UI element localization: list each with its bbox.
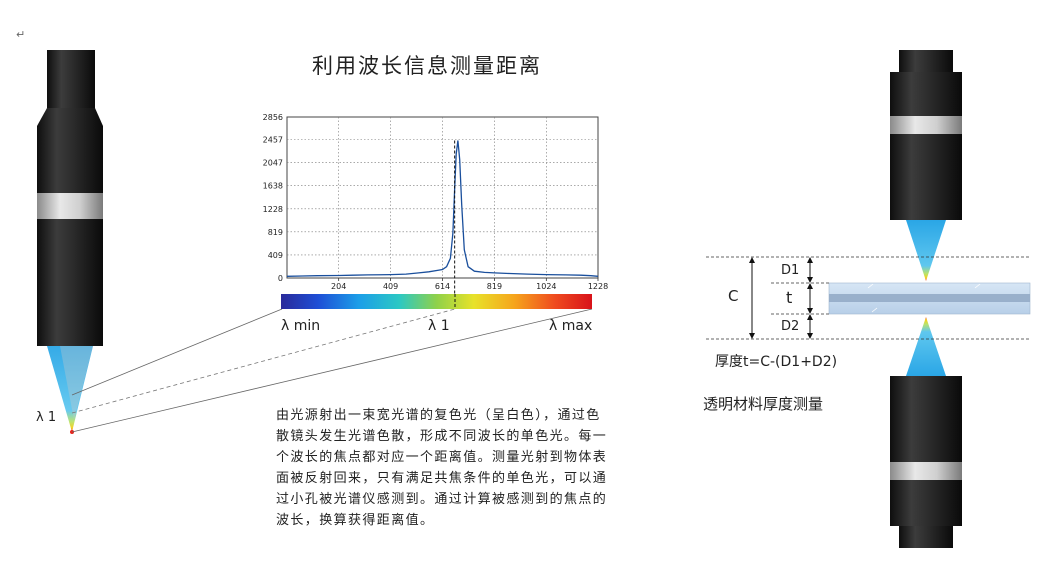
c-label: C bbox=[728, 287, 739, 305]
bottom-probe-stem bbox=[899, 526, 953, 548]
d2-arrow-head-bottom bbox=[807, 333, 813, 339]
left-probe-shoulder bbox=[37, 108, 103, 126]
spectrum-line bbox=[286, 140, 599, 277]
bottom-probe-light-cone bbox=[906, 317, 946, 376]
chart-x-tick-label: 1024 bbox=[536, 282, 556, 291]
description-line: 散镜头发生光谱色散，形成不同波长的单色光。每一 bbox=[276, 429, 608, 444]
glass-glare-1 bbox=[867, 283, 874, 289]
left-probe bbox=[37, 50, 103, 434]
t-arrow-head-bottom bbox=[807, 308, 813, 314]
spectrum-chart: 2856 2457 2047 1638 1228 819 409 0 204 409 614 819… bbox=[263, 113, 608, 294]
description-line: 个波长的焦点都对应一个距离值。测量光射到物体表 bbox=[276, 450, 608, 465]
connector-line-min bbox=[71, 308, 283, 396]
top-probe-silver-band bbox=[890, 116, 962, 134]
chart-x-tick-label: 819 bbox=[487, 282, 502, 291]
glass-glare-2 bbox=[974, 283, 981, 289]
chart-y-tick-label: 0 bbox=[278, 274, 283, 283]
t-arrow-head-top bbox=[807, 283, 813, 289]
chart-y-tick-label: 1228 bbox=[263, 205, 283, 214]
d2-arrow-head-top bbox=[807, 314, 813, 320]
left-probe-cone-shade bbox=[60, 346, 93, 420]
chart-y-tick-label: 409 bbox=[268, 251, 283, 260]
c-arrow-head-bottom bbox=[749, 333, 755, 339]
dimension-arrows bbox=[749, 257, 813, 339]
top-probe-stem bbox=[899, 50, 953, 72]
chart-y-tick-label: 1638 bbox=[263, 182, 283, 191]
connector-lines bbox=[71, 308, 593, 433]
page-title: 利用波长信息测量距离 bbox=[312, 54, 542, 78]
d1-arrow-head-top bbox=[807, 257, 813, 263]
top-probe bbox=[890, 50, 962, 281]
glass-core-band bbox=[829, 294, 1030, 302]
left-probe-body bbox=[37, 126, 103, 346]
glass-sample bbox=[828, 282, 1031, 315]
thickness-caption: 透明材料厚度测量 bbox=[703, 395, 824, 413]
connector-line-mid bbox=[71, 308, 456, 414]
chart-x-tick-label: 1228 bbox=[588, 282, 608, 291]
thickness-formula: 厚度t=C-(D1+D2) bbox=[715, 354, 838, 370]
chart-x-tick-label: 204 bbox=[331, 282, 346, 291]
chart-yticks: 2856 2457 2047 1638 1228 819 409 0 bbox=[263, 113, 283, 283]
d2-label: D2 bbox=[781, 319, 800, 334]
left-probe-silver-band bbox=[37, 193, 103, 219]
chart-y-tick-label: 2856 bbox=[263, 113, 283, 122]
connector-line-max bbox=[71, 308, 593, 433]
description-line: 面被反射回来，只有满足共焦条件的单色光，可以通 bbox=[276, 471, 608, 486]
chart-x-tick-label: 409 bbox=[383, 282, 398, 291]
chart-xticks: 204 409 614 819 1024 1228 bbox=[331, 278, 608, 291]
left-probe-focus-label: λ 1 bbox=[36, 410, 57, 425]
chart-x-tick-label: 614 bbox=[435, 282, 450, 291]
left-probe-stem bbox=[47, 50, 95, 108]
paragraph-return-mark: ↵ bbox=[16, 28, 26, 41]
colorbar-mid-label: λ 1 bbox=[428, 318, 450, 334]
wavelength-colorbar bbox=[281, 294, 592, 309]
colorbar-min-label: λ min bbox=[281, 318, 321, 334]
d1-label: D1 bbox=[781, 263, 800, 278]
glass-glare-3 bbox=[871, 307, 878, 313]
description-line: 由光源射出一束宽光谱的复色光（呈白色），通过色 bbox=[276, 408, 601, 423]
bottom-probe bbox=[890, 317, 962, 548]
t-label: t bbox=[786, 288, 793, 307]
description-line: 波长，换算获得距离值。 bbox=[276, 513, 435, 528]
chart-y-tick-label: 2457 bbox=[263, 135, 283, 144]
reference-lines bbox=[706, 256, 1031, 340]
colorbar-max-label: λ max bbox=[549, 318, 593, 334]
chart-y-tick-label: 2047 bbox=[263, 159, 283, 168]
chart-y-tick-label: 819 bbox=[268, 228, 283, 237]
top-probe-body bbox=[890, 72, 962, 220]
bottom-probe-body bbox=[890, 376, 962, 526]
chart-grid bbox=[287, 117, 598, 278]
description-paragraph: 由光源射出一束宽光谱的复色光（呈白色），通过色 散镜头发生光谱色散，形成不同波长… bbox=[276, 405, 621, 531]
description-line: 过小孔被光谱仪感测到。通过计算被感测到的焦点的 bbox=[276, 492, 608, 507]
c-arrow-head-top bbox=[749, 257, 755, 263]
top-probe-light-cone bbox=[906, 220, 946, 281]
bottom-probe-silver-band bbox=[890, 462, 962, 480]
d1-arrow-head-bottom bbox=[807, 277, 813, 283]
left-probe-light-cone bbox=[47, 346, 93, 432]
